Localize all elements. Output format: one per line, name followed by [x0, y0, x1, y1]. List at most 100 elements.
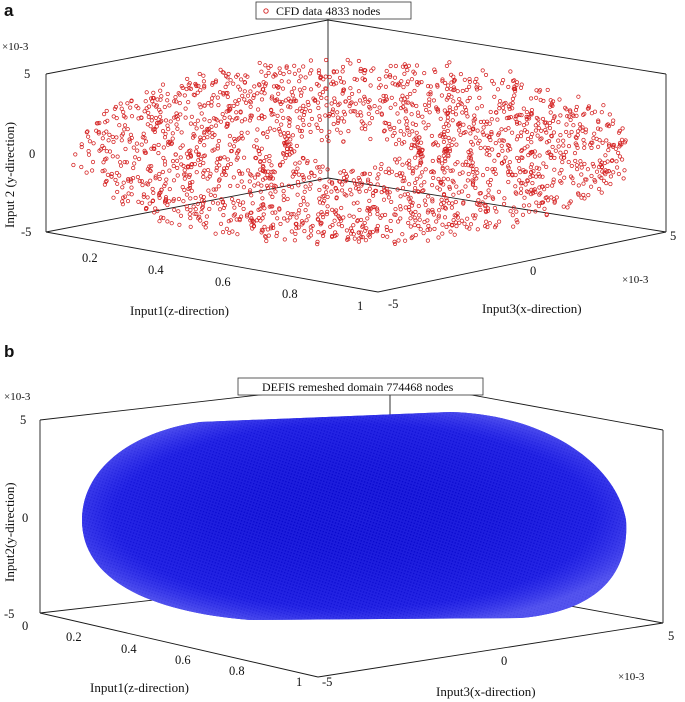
cfd-node-point [608, 181, 613, 187]
cfd-node-point [449, 80, 454, 85]
cfd-node-point [155, 208, 160, 214]
cfd-node-point [510, 106, 515, 111]
cfd-node-point [309, 170, 314, 175]
cfd-node-point [387, 190, 392, 195]
cfd-node-point [304, 218, 309, 223]
cfd-node-point [474, 87, 480, 92]
cfd-node-point [295, 192, 300, 197]
cfd-node-point [441, 182, 446, 187]
cfd-node-point [409, 146, 414, 151]
cfd-node-point [301, 177, 306, 182]
cfd-node-point [316, 217, 321, 222]
cfd-node-point [383, 212, 388, 217]
cfd-node-point [392, 239, 397, 244]
cfd-node-point [137, 179, 142, 184]
cfd-node-point [263, 169, 268, 174]
cfd-node-point [201, 195, 206, 200]
cfd-node-point [147, 168, 152, 173]
cfd-node-point [188, 207, 193, 213]
cfd-node-point [110, 134, 115, 139]
cfd-node-point [517, 112, 522, 117]
cfd-node-point [393, 63, 398, 69]
cfd-node-point [264, 238, 269, 244]
cfd-node-point [178, 213, 184, 218]
cfd-node-point [199, 198, 204, 203]
cfd-node-point [611, 118, 616, 123]
cfd-node-point [229, 148, 234, 153]
cfd-node-point [248, 89, 253, 94]
cfd-node-point [262, 158, 267, 164]
cfd-node-point [529, 192, 534, 197]
cfd-node-point [168, 119, 173, 124]
cfd-node-point [157, 219, 162, 224]
cfd-node-point [225, 90, 230, 96]
cfd-node-point [440, 161, 445, 166]
cfd-node-point [353, 109, 358, 114]
cfd-node-point [176, 196, 181, 202]
cfd-node-point [407, 207, 412, 212]
cfd-node-point [611, 170, 616, 175]
cfd-node-point [405, 161, 410, 166]
cfd-node-point [91, 141, 96, 146]
cfd-node-point [518, 170, 523, 175]
cfd-node-point [582, 141, 587, 146]
cfd-node-point [159, 187, 164, 192]
cfd-node-point [614, 159, 619, 164]
cfd-node-point [467, 84, 472, 89]
cfd-node-point [242, 97, 247, 102]
cfd-node-point [362, 96, 368, 101]
cfd-node-point [251, 95, 256, 100]
cfd-node-point [525, 178, 530, 183]
cfd-node-point [444, 97, 449, 102]
cfd-node-point [380, 99, 386, 104]
cfd-node-point [334, 81, 339, 86]
cfd-node-point [263, 83, 268, 88]
panel-b-y-tick-0: 0 [501, 654, 507, 668]
cfd-node-point [298, 74, 303, 79]
cfd-node-point [502, 109, 507, 114]
cfd-node-point [294, 143, 299, 148]
cfd-node-point [559, 167, 564, 173]
cfd-node-point [305, 159, 310, 164]
cfd-node-point [529, 170, 534, 175]
cfd-node-point [201, 73, 206, 78]
cfd-node-point [222, 155, 227, 160]
cfd-node-point [450, 222, 455, 227]
cfd-node-point [415, 82, 420, 87]
cfd-node-point [234, 110, 239, 115]
cfd-node-point [414, 176, 419, 181]
cfd-node-point [398, 97, 404, 102]
cfd-node-point [246, 168, 251, 173]
cfd-node-point [389, 95, 394, 100]
cfd-node-point [384, 227, 389, 232]
cfd-node-point [312, 173, 317, 178]
cfd-node-point [320, 90, 325, 95]
cfd-node-point [529, 149, 534, 154]
cfd-node-point [511, 224, 516, 229]
cfd-node-point [192, 162, 197, 167]
cfd-node-point [492, 94, 497, 99]
panel-b-legend-box [237, 377, 484, 396]
cfd-node-point [198, 135, 203, 140]
cfd-node-point [376, 172, 381, 177]
cfd-node-point [621, 176, 626, 181]
cfd-node-point [400, 64, 405, 69]
cfd-node-point [207, 206, 212, 212]
cfd-node-point [201, 174, 206, 179]
cfd-node-point [432, 226, 437, 231]
cfd-node-point [517, 166, 522, 171]
cfd-node-point [143, 139, 149, 144]
cfd-node-point [348, 61, 353, 66]
cfd-node-point [413, 186, 418, 191]
cfd-node-point [234, 151, 239, 156]
cfd-node-point [521, 203, 526, 208]
cfd-node-point [562, 175, 567, 180]
cfd-node-point [459, 218, 464, 223]
cfd-node-point [508, 209, 513, 214]
cfd-node-point [231, 200, 236, 205]
cfd-node-point [333, 230, 338, 235]
cfd-node-point [212, 132, 217, 137]
cfd-node-point [120, 199, 125, 204]
cfd-node-point [248, 100, 253, 105]
panel-a-legend: CFD data 4833 nodes [255, 1, 412, 20]
